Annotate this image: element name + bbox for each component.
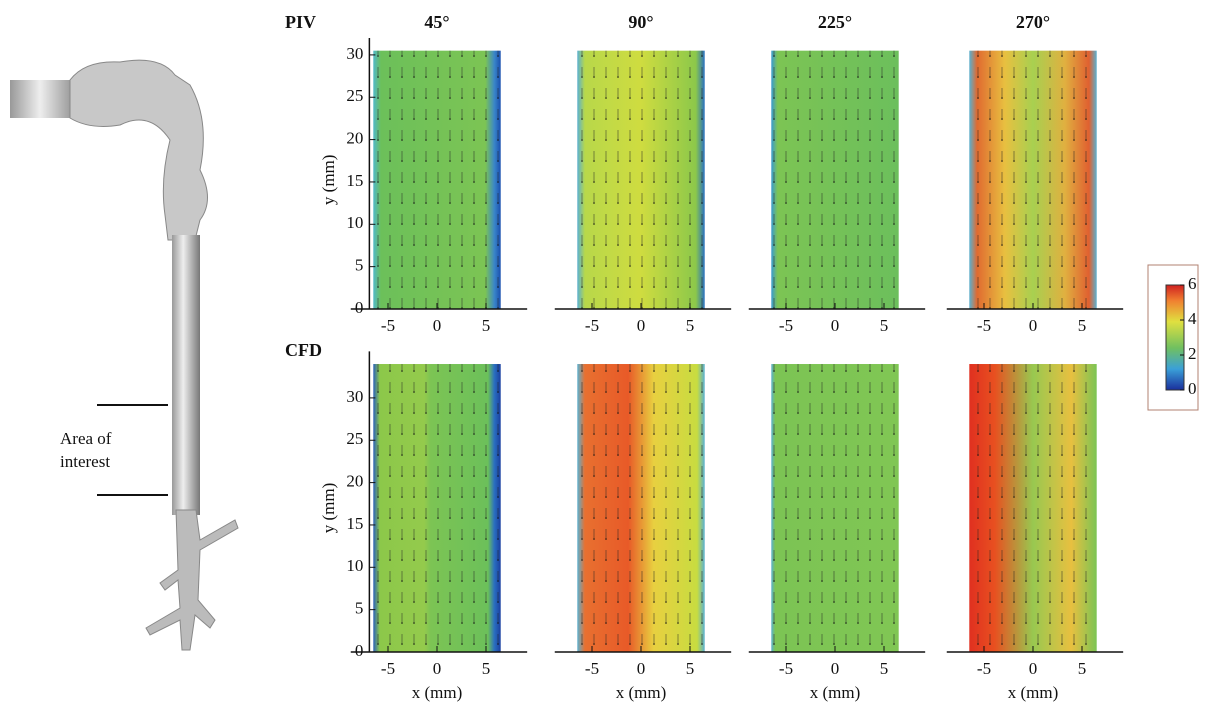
annotation: interest: [60, 452, 110, 471]
vector-overlay: [373, 364, 501, 652]
vector-overlay: [969, 364, 1097, 652]
x-tick-label: 5: [686, 659, 695, 678]
colorbar-tick-label: 4: [1188, 309, 1197, 328]
vector-overlay: [771, 50, 899, 309]
colorbar-tick-label: 0: [1188, 379, 1197, 398]
vector-overlay: [577, 50, 705, 309]
annotation: Area of: [60, 429, 112, 448]
x-axis-label: x (mm): [810, 683, 861, 702]
y-tick-label: 10: [346, 213, 363, 232]
x-tick-label: -5: [977, 659, 991, 678]
y-axis-label: y (mm): [319, 483, 338, 534]
column-title: 270°: [1016, 12, 1050, 32]
x-tick-label: 0: [637, 659, 646, 678]
column-title: 90°: [628, 12, 653, 32]
x-tick-label: -5: [381, 659, 395, 678]
x-tick-label: 0: [637, 316, 646, 335]
y-tick-label: 15: [346, 514, 363, 533]
x-tick-label: 5: [1078, 659, 1087, 678]
row-label: CFD: [285, 340, 322, 360]
row-label: PIV: [285, 12, 316, 32]
x-tick-label: 0: [1029, 659, 1038, 678]
x-tick-label: -5: [977, 316, 991, 335]
y-tick-label: 20: [346, 129, 363, 148]
colorbar: [1147, 264, 1199, 411]
x-tick-label: 5: [686, 316, 695, 335]
vector-overlay: [577, 364, 705, 652]
x-tick-label: 5: [880, 659, 889, 678]
x-axis-label: x (mm): [412, 683, 463, 702]
x-tick-label: -5: [779, 316, 793, 335]
vector-overlay: [969, 50, 1097, 309]
y-tick-label: 15: [346, 171, 363, 190]
y-tick-label: 25: [346, 429, 363, 448]
y-tick-label: 20: [346, 472, 363, 491]
x-tick-label: 0: [1029, 316, 1038, 335]
x-tick-label: -5: [381, 316, 395, 335]
y-tick-label: 0: [355, 298, 364, 317]
y-tick-label: 30: [346, 44, 363, 63]
vector-overlay: [373, 50, 501, 309]
x-tick-label: -5: [585, 659, 599, 678]
x-tick-label: -5: [779, 659, 793, 678]
x-tick-label: 5: [482, 316, 491, 335]
column-title: 225°: [818, 12, 852, 32]
x-tick-label: 0: [831, 659, 840, 678]
y-axis-label: y (mm): [319, 155, 338, 206]
colorbar-tick-label: 2: [1188, 344, 1197, 363]
colorbar-tick-label: 6: [1188, 274, 1197, 293]
x-tick-label: -5: [585, 316, 599, 335]
x-tick-label: 0: [831, 316, 840, 335]
x-tick-label: 0: [433, 316, 442, 335]
y-tick-label: 5: [355, 256, 364, 275]
x-axis-label: x (mm): [1008, 683, 1059, 702]
y-tick-label: 0: [355, 641, 364, 660]
y-tick-label: 25: [346, 86, 363, 105]
x-tick-label: 0: [433, 659, 442, 678]
y-tick-label: 5: [355, 599, 364, 618]
y-tick-label: 30: [346, 387, 363, 406]
vector-overlay: [771, 364, 899, 652]
x-tick-label: 5: [482, 659, 491, 678]
x-tick-label: 5: [880, 316, 889, 335]
y-tick-label: 10: [346, 556, 363, 575]
x-axis-label: x (mm): [616, 683, 667, 702]
column-title: 45°: [424, 12, 449, 32]
x-tick-label: 5: [1078, 316, 1087, 335]
model-illustration: Area of interest: [10, 59, 239, 651]
